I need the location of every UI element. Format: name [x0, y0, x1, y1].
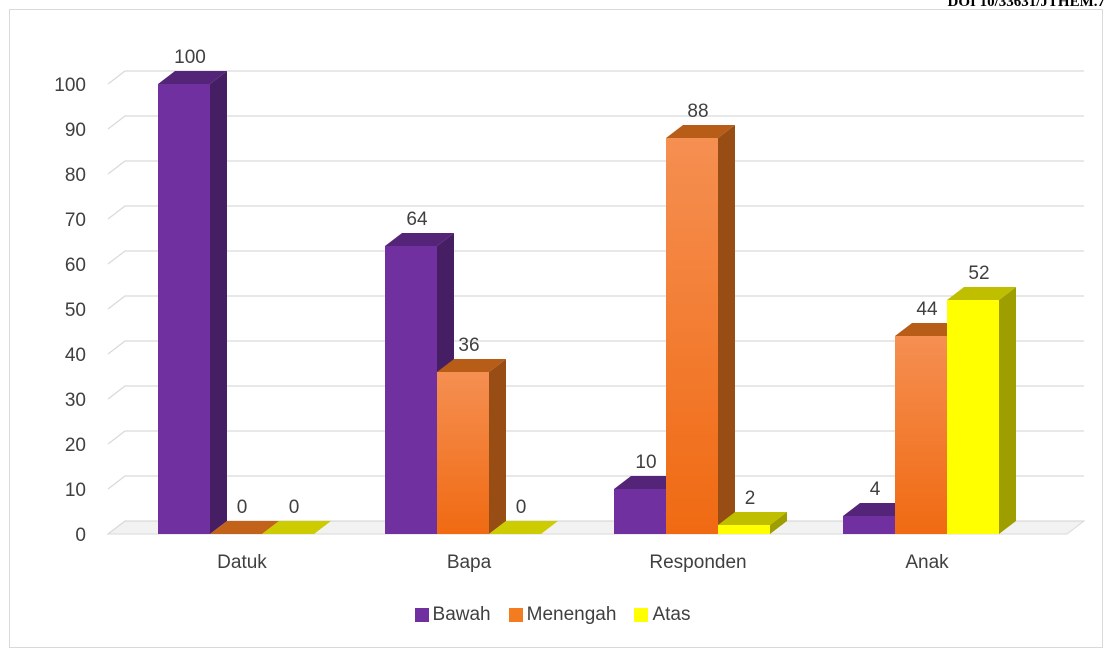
- data-label: 10: [635, 452, 656, 473]
- chart-frame: [9, 9, 1103, 648]
- data-label: 0: [237, 497, 248, 518]
- bar-bapa-atas: [489, 521, 558, 534]
- bar-top: [895, 323, 964, 336]
- gridline: [107, 430, 1084, 445]
- x-tick-label: Bapa: [447, 552, 492, 573]
- bar-front: [385, 246, 437, 534]
- bar-datuk-bawah: [158, 71, 227, 534]
- data-label: 100: [174, 47, 206, 68]
- bar-top: [262, 521, 331, 534]
- x-tick-label: Responden: [649, 552, 746, 573]
- gridline: [107, 475, 1084, 490]
- y-tick-label: 90: [65, 120, 86, 141]
- gridline: [107, 340, 1084, 355]
- bar-front: [843, 516, 895, 534]
- bar-responden-menengah: [666, 125, 735, 534]
- legend-item-menengah: Menengah: [508, 604, 617, 626]
- legend-swatch: [634, 608, 649, 622]
- bar-front: [666, 138, 718, 534]
- data-label: 4: [870, 479, 881, 500]
- bar-top: [385, 233, 454, 246]
- legend-label: Atas: [652, 604, 691, 625]
- bar-side: [210, 71, 227, 534]
- bar-front: [895, 336, 947, 534]
- bar-top: [437, 359, 506, 372]
- data-label: 36: [458, 335, 479, 356]
- legend-swatch: [508, 608, 523, 622]
- gridline: [107, 385, 1084, 400]
- bar-front: [947, 300, 999, 534]
- bar-top: [666, 125, 735, 138]
- y-tick-label: 0: [75, 525, 86, 546]
- data-label: 88: [687, 101, 708, 122]
- data-label: 0: [289, 497, 300, 518]
- gridline: [107, 250, 1084, 265]
- y-tick-label: 50: [65, 300, 86, 321]
- legend-label: Menengah: [526, 604, 617, 625]
- bar-front: [437, 372, 489, 534]
- gridline: [107, 205, 1084, 220]
- x-tick-label: Datuk: [217, 552, 267, 573]
- x-axis: Datuk Bapa Responden Anak: [217, 552, 949, 573]
- bar-top: [718, 512, 787, 525]
- bars: [158, 71, 1016, 534]
- data-label: 64: [406, 209, 428, 230]
- y-tick-label: 20: [65, 435, 86, 456]
- bar-top: [947, 287, 1016, 300]
- legend-swatch: [414, 608, 429, 622]
- data-label: 52: [968, 263, 989, 284]
- bar-datuk-menengah: [210, 521, 279, 534]
- bar-top: [843, 503, 912, 516]
- y-axis: 0 10 20 30 40 50 60 70 80 90 100: [54, 75, 86, 546]
- bar-bapa-menengah: [437, 359, 506, 534]
- bar-top: [210, 521, 279, 534]
- doi-header: DOI 10/33631/JTHEM.7: [947, 0, 1105, 10]
- bar-side: [999, 287, 1016, 534]
- y-tick-label: 30: [65, 390, 86, 411]
- bar-front: [718, 525, 770, 534]
- bar-top: [614, 476, 683, 489]
- gridline: [107, 160, 1084, 175]
- bar-datuk-atas: [262, 521, 331, 534]
- gridline: [107, 295, 1084, 310]
- bar-side: [718, 125, 735, 534]
- bar-side: [770, 512, 787, 534]
- data-label: 0: [516, 497, 527, 518]
- bar-front: [614, 489, 666, 534]
- legend-item-bawah: Bawah: [414, 604, 491, 626]
- gridline: [107, 70, 1084, 85]
- legend-item-atas: Atas: [634, 604, 690, 626]
- y-tick-label: 70: [65, 210, 86, 231]
- bar-top: [489, 521, 558, 534]
- y-tick-label: 100: [54, 75, 86, 96]
- bar-front: [158, 84, 210, 534]
- bar-responden-atas: [718, 512, 787, 534]
- legend: Bawah Menengah Atas: [0, 604, 1105, 626]
- y-tick-label: 40: [65, 345, 86, 366]
- bar-top: [158, 71, 227, 84]
- x-tick-label: Anak: [905, 552, 949, 573]
- bar-side: [489, 359, 506, 534]
- gridline: [107, 115, 1084, 130]
- y-tick-label: 10: [65, 480, 86, 501]
- bar-anak-atas: [947, 287, 1016, 534]
- y-tick-label: 60: [65, 255, 86, 276]
- data-label: 44: [916, 299, 938, 320]
- y-tick-label: 80: [65, 165, 86, 186]
- legend-label: Bawah: [432, 604, 491, 625]
- data-label: 2: [745, 488, 756, 509]
